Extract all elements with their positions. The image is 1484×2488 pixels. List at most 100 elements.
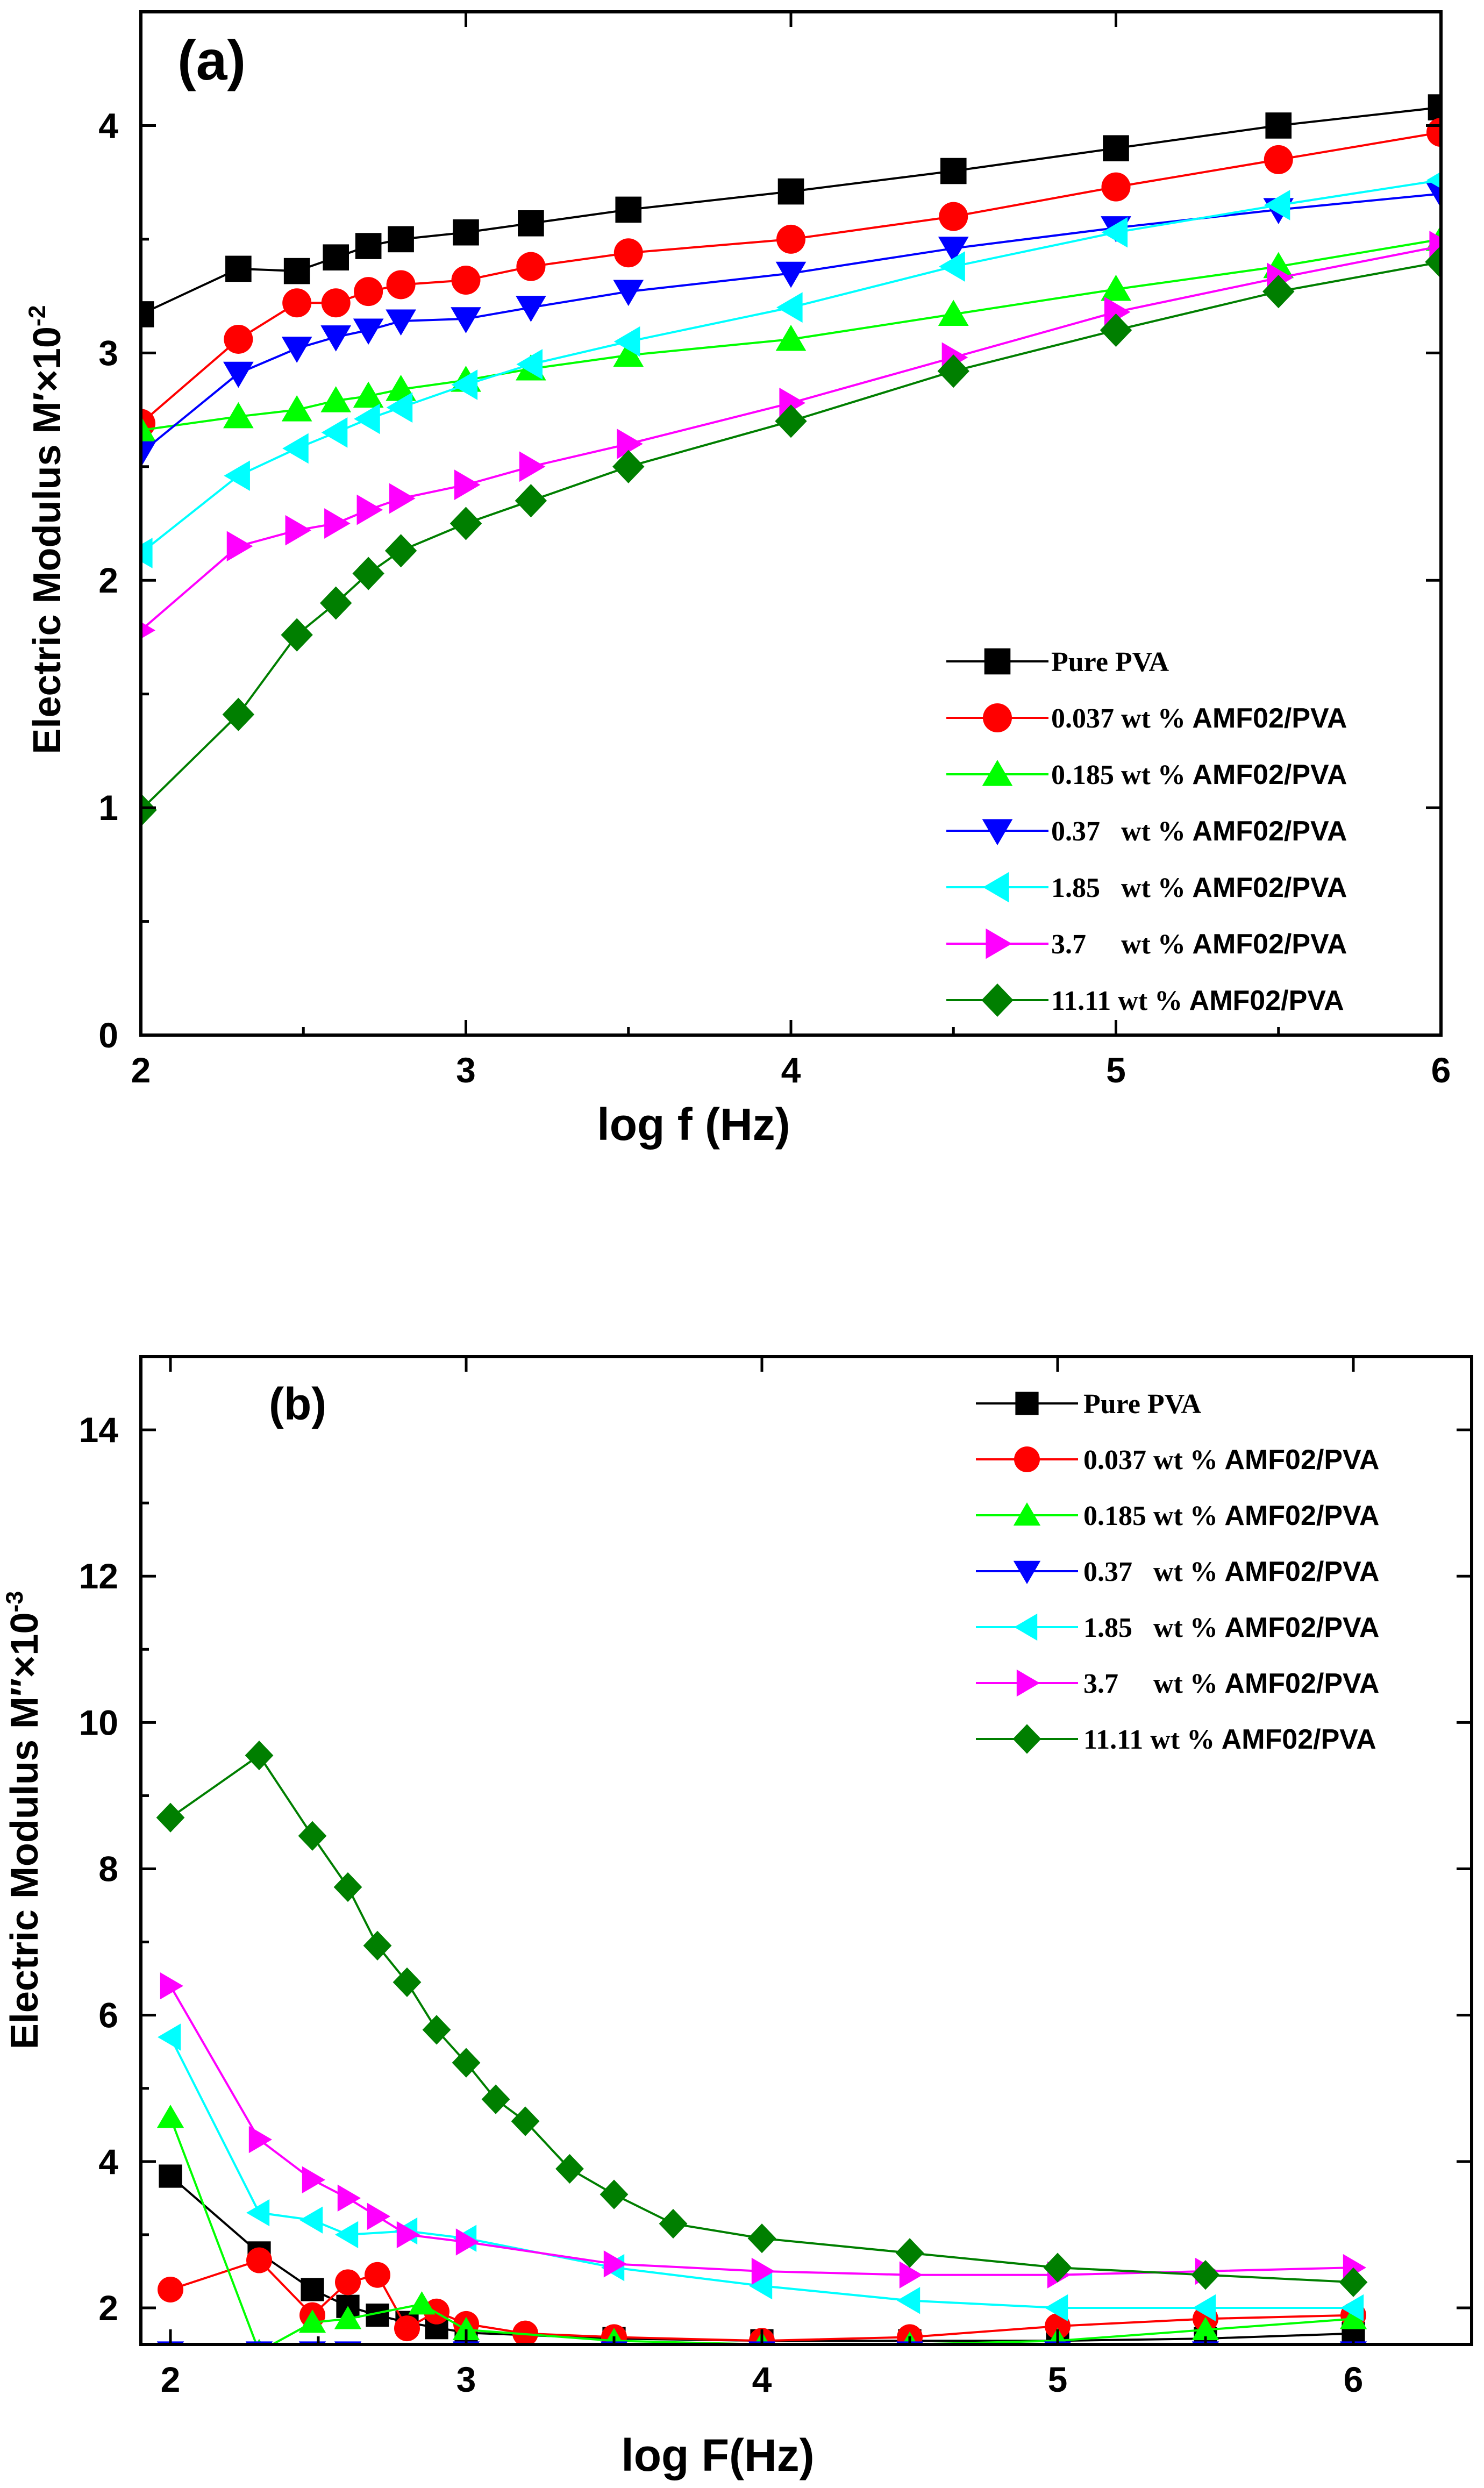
data-point — [939, 251, 965, 282]
legend-marker — [1012, 1724, 1041, 1754]
data-point — [775, 324, 807, 351]
data-point — [1340, 2294, 1364, 2322]
legend-item: 0.037 wt % AMF02/PVA — [946, 703, 1347, 734]
legend-label: 0.185 wt % AMF02/PVA — [1051, 759, 1347, 790]
y-tick-label: 2 — [98, 2288, 118, 2328]
legend-item: 0.185 wt % AMF02/PVA — [976, 1500, 1379, 1531]
data-point — [386, 392, 413, 423]
y-axis-title-main: Electric Modulus M″×10 — [3, 1612, 46, 2049]
legend-label: 0.185 wt % AMF02/PVA — [1083, 1500, 1379, 1531]
data-point — [519, 451, 546, 482]
chart-panel-a: 2 3 4 5 6 0 1 2 3 4 (a) log f (Hz) Electric Modulus … — [24, 10, 1451, 1150]
legend-item: 1.85 wt % AMF02/PVA — [946, 872, 1347, 903]
series-2 — [158, 2247, 1366, 2344]
series-5 — [141, 172, 1441, 568]
legend-item: 0.37 wt % AMF02/PVA — [976, 1556, 1379, 1587]
legend-label-part: Pure PVA — [1083, 1389, 1202, 1420]
legend-marker — [986, 928, 1012, 959]
plot-area — [156, 1741, 1368, 2344]
data-point — [516, 296, 546, 322]
y-tick-label: 4 — [98, 105, 118, 145]
data-point — [1101, 274, 1131, 301]
data-point — [613, 340, 644, 367]
data-point — [156, 1802, 185, 1833]
data-point — [940, 158, 967, 184]
data-point — [333, 1872, 362, 1902]
data-point — [422, 2015, 451, 2045]
data-point — [1193, 2294, 1216, 2322]
legend-label-part: Pure PVA — [1051, 647, 1169, 678]
data-point — [617, 429, 643, 459]
x-tick-label: 5 — [1106, 1050, 1126, 1090]
legend-label-part: AMF02/PVA — [1218, 1556, 1380, 1587]
legend-item: 1.85 wt % AMF02/PVA — [976, 1612, 1379, 1643]
y-axis-title-exponent: -3 — [2, 1591, 28, 1613]
legend-item: Pure PVA — [976, 1389, 1202, 1420]
data-point — [1265, 112, 1292, 139]
legend-marker — [1014, 1446, 1040, 1472]
data-point — [141, 441, 156, 468]
data-point — [453, 219, 479, 246]
data-point — [222, 697, 255, 731]
data-point — [281, 618, 313, 652]
data-point — [141, 622, 155, 639]
data-point — [1045, 2313, 1071, 2339]
y-tick-label: 14 — [79, 1410, 119, 1450]
data-point — [777, 178, 804, 205]
data-point — [1264, 145, 1293, 174]
x-tick-label: 2 — [131, 1050, 151, 1090]
data-point — [224, 460, 250, 491]
legend-marker — [1015, 1392, 1039, 1415]
legend-label-part: AMF02/PVA — [1218, 1500, 1380, 1531]
data-point — [298, 1821, 327, 1851]
data-point — [1425, 182, 1441, 209]
y-axis-title-main: Electric Modulus M′×10 — [26, 326, 69, 754]
legend-label: 1.85 wt % AMF02/PVA — [1083, 1612, 1379, 1643]
data-point — [320, 586, 352, 620]
legend-label-part: 11.11 wt % — [1083, 1724, 1215, 1755]
data-point — [388, 226, 414, 253]
x-tick-label: 2 — [161, 2359, 181, 2399]
y-tick-label: 0 — [98, 1015, 118, 1055]
legend-label-part: 0.037 wt % — [1051, 703, 1186, 734]
data-point — [452, 2048, 481, 2078]
data-point — [223, 402, 254, 429]
panel-label: (b) — [269, 1379, 326, 1429]
legend-item: 3.7 wt % AMF02/PVA — [976, 1668, 1379, 1699]
data-point — [355, 233, 382, 259]
legend-label-part: 0.037 wt % — [1083, 1445, 1218, 1475]
data-point — [939, 202, 968, 231]
legend-item: 11.11 wt % AMF02/PVA — [946, 983, 1344, 1017]
x-axis-title: log f (Hz) — [597, 1099, 790, 1150]
data-point — [245, 1741, 274, 1771]
data-point — [353, 318, 384, 345]
legend-marker — [981, 983, 1014, 1017]
chart-panel-b: 2 3 4 5 6 2 4 6 8 10 12 14 (b) log F(Hz) Electric Modu… — [2, 1355, 1473, 2480]
legend-item: 0.185 wt % AMF02/PVA — [946, 759, 1347, 790]
data-point — [246, 2247, 272, 2273]
legend-marker — [984, 648, 1011, 675]
legend-label: Pure PVA — [1083, 1389, 1202, 1420]
data-point — [1428, 94, 1441, 120]
plot-frame — [139, 1355, 1473, 2346]
data-point — [555, 2154, 584, 2184]
data-point — [384, 534, 417, 568]
data-point — [938, 300, 969, 326]
series-2 — [141, 118, 1441, 438]
data-point — [352, 557, 384, 590]
legend-label-part: 3.7 wt % — [1083, 1669, 1218, 1699]
data-point — [282, 288, 312, 318]
data-point — [603, 2250, 627, 2278]
legend-marker — [982, 819, 1013, 845]
legend-item: 0.37 wt % AMF02/PVA — [946, 816, 1347, 847]
series-7 — [156, 1741, 1368, 2297]
data-point — [353, 381, 384, 408]
legend-label: 0.37 wt % AMF02/PVA — [1051, 816, 1347, 847]
legend-label-part: AMF02/PVA — [1186, 816, 1347, 847]
legend-label-part: 3.7 wt % — [1051, 929, 1186, 960]
data-point — [334, 2306, 362, 2329]
data-point — [775, 404, 807, 438]
legend-label-part: AMF02/PVA — [1186, 703, 1347, 734]
data-point — [659, 2208, 688, 2239]
